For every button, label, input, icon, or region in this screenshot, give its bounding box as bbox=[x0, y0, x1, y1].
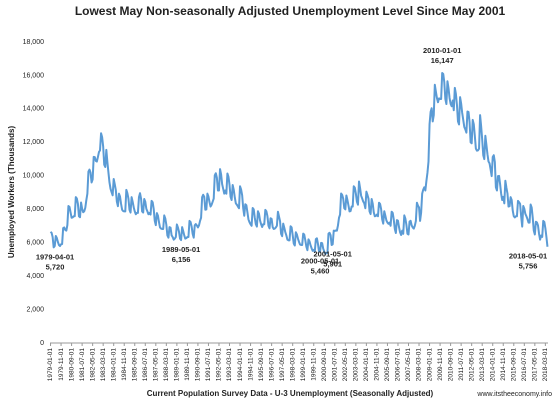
x-tick-label: 1979-01-01 bbox=[47, 348, 54, 382]
y-tick-label: 14,000 bbox=[23, 106, 45, 113]
x-tick-label: 1991-07-01 bbox=[205, 348, 212, 382]
y-axis-title: Unemployed Workers (Thousands) bbox=[7, 126, 16, 259]
y-tick-label: 10,000 bbox=[23, 173, 45, 180]
x-tick-label: 1984-11-01 bbox=[121, 348, 128, 381]
annotation-date: 2000-05-01 bbox=[301, 257, 339, 266]
annotation-date: 2001-05-01 bbox=[314, 249, 352, 258]
annotation-value: 5,756 bbox=[519, 262, 538, 271]
x-tick-label: 1998-03-01 bbox=[289, 348, 296, 382]
annotation-date: 1989-05-01 bbox=[162, 245, 200, 254]
x-tick-label: 2013-03-01 bbox=[479, 348, 486, 382]
x-tick-label: 2003-03-01 bbox=[353, 348, 360, 382]
annotation-value: 5,720 bbox=[46, 262, 65, 271]
x-tick-label: 1997-05-01 bbox=[279, 348, 286, 382]
x-tick-label: 1989-01-01 bbox=[174, 348, 181, 382]
y-tick-label: 0 bbox=[40, 340, 44, 347]
x-tick-label: 1988-03-01 bbox=[163, 348, 170, 382]
x-tick-label: 2007-05-01 bbox=[405, 348, 412, 382]
x-tick-label: 1992-05-01 bbox=[216, 348, 223, 382]
y-tick-label: 8,000 bbox=[26, 206, 44, 213]
x-tick-label: 1987-05-01 bbox=[153, 348, 160, 382]
x-tick-label: 1981-07-01 bbox=[79, 348, 86, 382]
x-tick-label: 2016-07-01 bbox=[521, 348, 528, 382]
annotation-value: 16,147 bbox=[431, 56, 454, 65]
x-tick-label: 2002-05-01 bbox=[342, 348, 349, 382]
x-tick-label: 1995-09-01 bbox=[258, 348, 265, 382]
x-tick-label: 2012-05-01 bbox=[468, 348, 475, 382]
x-tick-label: 1994-01-01 bbox=[237, 348, 244, 382]
x-tick-label: 2005-09-01 bbox=[384, 348, 391, 382]
x-tick-label: 2006-07-01 bbox=[395, 348, 402, 382]
x-tick-label: 2014-11-01 bbox=[500, 348, 507, 381]
x-tick-label: 2004-01-01 bbox=[363, 348, 370, 382]
x-tick-label: 2017-05-01 bbox=[532, 348, 539, 382]
x-tick-label: 2004-11-01 bbox=[374, 348, 381, 381]
line-series bbox=[49, 71, 549, 256]
x-tick-label: 2008-03-01 bbox=[416, 348, 423, 382]
x-tick-label: 2014-01-01 bbox=[489, 348, 496, 382]
x-tick-label: 2009-11-01 bbox=[437, 348, 444, 381]
x-tick-label: 1990-09-01 bbox=[195, 348, 202, 382]
x-tick-label: 1999-11-01 bbox=[310, 348, 317, 381]
annotation-date: 2010-01-01 bbox=[423, 46, 461, 55]
y-tick-label: 18,000 bbox=[23, 39, 45, 46]
y-tick-label: 4,000 bbox=[26, 273, 44, 280]
x-tick-label: 1999-01-01 bbox=[300, 348, 307, 382]
x-tick-label: 1994-11-01 bbox=[247, 348, 254, 381]
x-tick-label: 1984-01-01 bbox=[110, 348, 117, 382]
x-tick-label: 1996-07-01 bbox=[268, 348, 275, 382]
x-tick-label: 2009-01-01 bbox=[426, 348, 433, 382]
y-tick-label: 12,000 bbox=[23, 139, 45, 146]
x-tick-label: 2010-09-01 bbox=[447, 348, 454, 382]
source: www.itstheeconomy.info bbox=[476, 391, 552, 398]
annotation-date: 1979-04-01 bbox=[36, 252, 74, 261]
annotation-value: 5,901 bbox=[323, 259, 342, 268]
annotation-date: 2018-05-01 bbox=[509, 252, 547, 261]
x-tick-label: 2000-09-01 bbox=[321, 348, 328, 382]
x-tick-label: 2001-07-01 bbox=[332, 348, 339, 382]
annotation-value: 6,156 bbox=[172, 255, 191, 264]
x-tick-label: 2018-03-01 bbox=[542, 348, 549, 382]
y-tick-label: 16,000 bbox=[23, 72, 45, 79]
x-tick-label: 1982-05-01 bbox=[89, 348, 96, 382]
x-tick-label: 2011-07-01 bbox=[458, 348, 465, 381]
y-tick-label: 6,000 bbox=[26, 240, 44, 247]
x-tick-label: 1979-11-01 bbox=[58, 348, 65, 381]
chart-title: Lowest May Non-seasonally Adjusted Unemp… bbox=[75, 4, 506, 18]
x-tick-label: 1983-03-01 bbox=[100, 348, 107, 382]
x-tick-label: 2015-09-01 bbox=[511, 348, 518, 382]
x-tick-label: 1989-11-01 bbox=[184, 348, 191, 381]
x-tick-label: 1986-07-01 bbox=[142, 348, 149, 382]
x-tick-label: 1993-03-01 bbox=[226, 348, 233, 382]
x-tick-label: 1985-09-01 bbox=[131, 348, 138, 382]
x-tick-label: 1980-09-01 bbox=[68, 348, 75, 382]
annotation-value: 5,460 bbox=[311, 267, 330, 276]
y-tick-label: 2,000 bbox=[26, 306, 44, 313]
x-axis-title: Current Population Survey Data - U-3 Une… bbox=[147, 389, 434, 398]
